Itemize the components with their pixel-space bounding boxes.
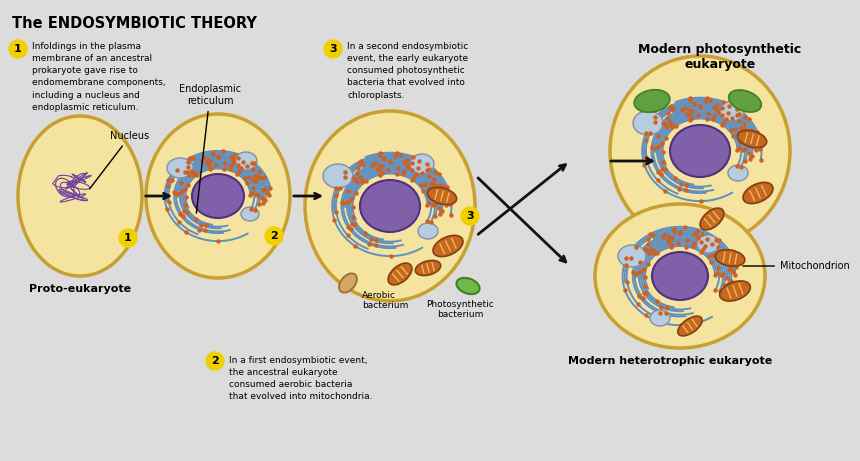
Text: Endoplasmic
reticulum: Endoplasmic reticulum	[179, 84, 241, 213]
Ellipse shape	[241, 207, 259, 221]
Ellipse shape	[339, 273, 357, 293]
Ellipse shape	[167, 158, 193, 178]
Text: Modern photosynthetic
eukaryote: Modern photosynthetic eukaryote	[638, 43, 802, 71]
Text: Modern heterotrophic eukaryote: Modern heterotrophic eukaryote	[568, 356, 772, 366]
Text: 1: 1	[124, 233, 132, 243]
Ellipse shape	[146, 114, 290, 278]
Ellipse shape	[670, 125, 730, 177]
Circle shape	[265, 227, 283, 245]
Text: Nucleus: Nucleus	[89, 131, 150, 189]
Circle shape	[206, 352, 224, 370]
Ellipse shape	[235, 152, 257, 170]
Ellipse shape	[728, 165, 748, 181]
Text: 3: 3	[466, 211, 474, 221]
Circle shape	[461, 207, 479, 225]
Text: Mitochondrion: Mitochondrion	[743, 261, 850, 271]
Text: 2: 2	[270, 231, 278, 241]
Ellipse shape	[410, 154, 434, 174]
Ellipse shape	[433, 236, 463, 257]
Ellipse shape	[18, 116, 142, 276]
Text: Infoldings in the plasma
membrane of an ancestral
prokaryote gave rise to
endome: Infoldings in the plasma membrane of an …	[32, 42, 166, 112]
Text: 2: 2	[211, 356, 219, 366]
Ellipse shape	[720, 281, 750, 301]
Ellipse shape	[700, 208, 724, 230]
Ellipse shape	[652, 252, 708, 300]
Text: In a first endosymbiotic event,
the ancestral eukaryote
consumed aerobic bacteri: In a first endosymbiotic event, the ance…	[229, 356, 372, 402]
Ellipse shape	[323, 164, 353, 188]
Ellipse shape	[634, 90, 670, 112]
Ellipse shape	[618, 245, 646, 267]
Text: 1: 1	[14, 44, 22, 54]
Ellipse shape	[678, 316, 702, 336]
Ellipse shape	[610, 56, 790, 246]
Ellipse shape	[418, 223, 438, 239]
Text: In a second endosymbiotic
event, the early eukaryote
consumed photosynthetic
bac: In a second endosymbiotic event, the ear…	[347, 42, 468, 100]
Text: Aerobic
bacterium: Aerobic bacterium	[362, 291, 408, 310]
Circle shape	[9, 40, 27, 58]
Ellipse shape	[720, 101, 744, 121]
Ellipse shape	[427, 187, 457, 205]
Ellipse shape	[192, 174, 244, 218]
Ellipse shape	[737, 130, 766, 148]
Ellipse shape	[697, 235, 719, 253]
Text: Photosynthetic
bacterium: Photosynthetic bacterium	[426, 300, 494, 319]
Ellipse shape	[743, 183, 773, 204]
Circle shape	[324, 40, 342, 58]
Text: 3: 3	[329, 44, 337, 54]
Ellipse shape	[360, 180, 420, 232]
Ellipse shape	[415, 260, 440, 276]
Text: The ENDOSYMBIOTIC THEORY: The ENDOSYMBIOTIC THEORY	[12, 16, 257, 31]
Text: Proto-eukaryote: Proto-eukaryote	[29, 284, 131, 294]
Ellipse shape	[650, 310, 670, 326]
Circle shape	[119, 229, 137, 247]
Ellipse shape	[716, 250, 745, 266]
Ellipse shape	[388, 263, 412, 285]
Ellipse shape	[595, 204, 765, 348]
Ellipse shape	[305, 111, 475, 301]
Ellipse shape	[457, 278, 480, 294]
Ellipse shape	[728, 90, 761, 112]
Ellipse shape	[633, 111, 663, 135]
